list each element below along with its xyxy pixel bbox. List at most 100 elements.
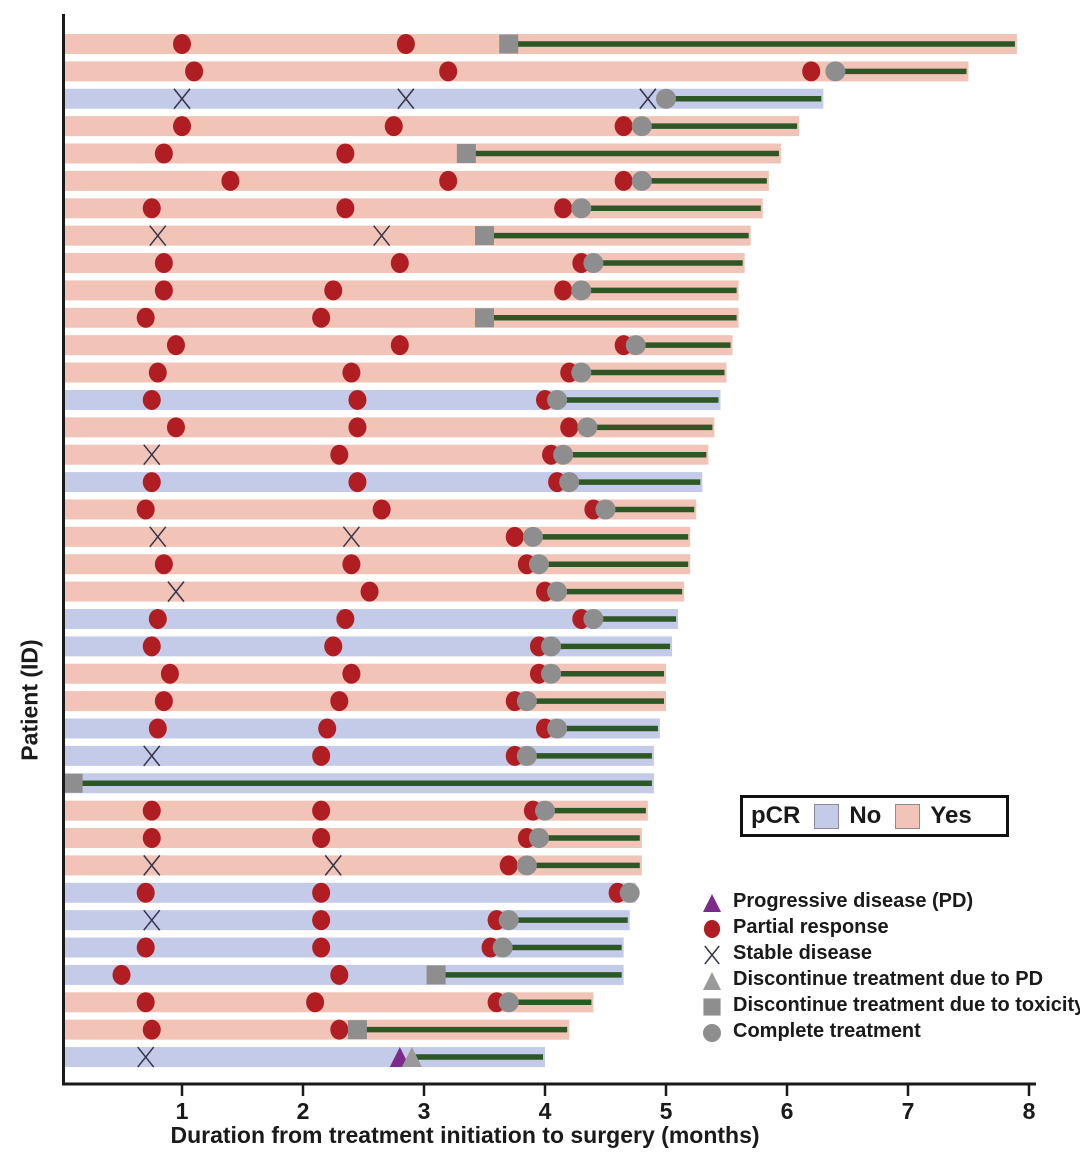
patient-bar xyxy=(65,362,727,383)
complete-treatment-marker xyxy=(516,855,537,876)
partial-response-marker xyxy=(348,389,367,410)
complete-treatment-icon xyxy=(703,1023,721,1042)
partial-response-marker xyxy=(390,335,409,356)
complete-treatment-marker xyxy=(571,198,592,219)
legend-item-complete-treatment: Complete treatment xyxy=(700,1020,1080,1042)
complete-treatment-marker xyxy=(541,636,562,657)
patient-bar xyxy=(65,225,751,246)
complete-treatment-marker xyxy=(522,526,543,547)
partial-response-marker xyxy=(142,389,161,410)
x-tick-label: 2 xyxy=(297,1098,310,1124)
partial-response-marker xyxy=(166,417,185,438)
patient-bar xyxy=(65,143,781,164)
partial-response-marker xyxy=(185,61,204,82)
partial-response-marker xyxy=(336,608,355,629)
patient-bar xyxy=(65,882,636,903)
patient-row xyxy=(65,389,721,410)
partial-response-marker xyxy=(330,964,349,985)
partial-response-marker xyxy=(342,663,361,684)
discontinue-toxicity-marker xyxy=(475,226,494,246)
stable-disease-x-marker xyxy=(143,854,161,876)
patient-row xyxy=(65,526,691,548)
patient-row xyxy=(65,909,630,931)
complete-treatment-marker xyxy=(619,882,640,903)
legend-item-label: Partial response xyxy=(733,916,889,938)
patient-bar xyxy=(65,663,666,684)
complete-treatment-marker xyxy=(541,663,562,684)
stable-disease-icon xyxy=(704,945,720,964)
partial-response-marker xyxy=(312,800,331,821)
discontinue-pd-marker xyxy=(703,971,721,990)
patient-bar xyxy=(65,745,654,766)
patient-bar xyxy=(65,417,715,438)
patient-bar xyxy=(65,116,800,137)
stable-disease-x-marker xyxy=(143,444,161,466)
patient-row xyxy=(65,718,660,739)
complete-treatment-marker xyxy=(498,992,519,1013)
partial-response-marker xyxy=(154,554,173,575)
patient-row xyxy=(65,854,642,876)
partial-response-marker xyxy=(554,280,573,301)
pcr-legend-item-no: No xyxy=(814,802,881,830)
partial-response-marker xyxy=(142,800,161,821)
complete-treatment-marker xyxy=(625,335,646,356)
discontinue-toxicity-marker xyxy=(499,34,519,54)
x-tick-label: 8 xyxy=(1023,1098,1036,1124)
x-tick-label: 7 xyxy=(902,1098,915,1124)
partial-response-marker xyxy=(348,417,367,438)
complete-treatment-marker xyxy=(595,499,616,520)
legend-item-partial-response: Partial response xyxy=(700,916,1080,938)
patient-bar xyxy=(65,307,739,328)
complete-treatment-marker xyxy=(577,417,598,438)
patient-bar xyxy=(65,61,969,82)
partial-response-marker xyxy=(312,910,331,931)
partial-response-marker xyxy=(384,116,403,137)
progressive-disease-icon xyxy=(703,893,721,912)
partial-response-marker xyxy=(312,745,331,766)
partial-response-marker xyxy=(142,1019,161,1040)
partial-response-marker xyxy=(154,280,173,301)
discontinue-toxicity-marker xyxy=(456,144,476,164)
x-tick-label: 4 xyxy=(539,1098,552,1124)
legend-item-label: Complete treatment xyxy=(733,1020,921,1042)
partial-response-marker xyxy=(148,718,167,739)
x-tick-label: 3 xyxy=(418,1098,431,1124)
partial-response-marker xyxy=(342,554,361,575)
partial-response-marker xyxy=(142,636,161,657)
partial-response-marker xyxy=(802,61,821,82)
pcr-no-swatch xyxy=(814,803,840,829)
complete-treatment-marker xyxy=(492,937,513,958)
partial-response-marker xyxy=(154,143,173,164)
partial-response-marker xyxy=(318,718,337,739)
complete-treatment-marker xyxy=(583,608,604,629)
patient-row xyxy=(65,362,727,383)
pcr-legend-item-yes: Yes xyxy=(895,802,972,830)
partial-response-marker xyxy=(142,828,161,849)
patient-row xyxy=(65,964,624,985)
patient-row xyxy=(63,773,654,794)
partial-response-marker xyxy=(396,34,415,54)
patient-row xyxy=(65,280,739,301)
stable-disease-x-marker xyxy=(324,854,342,876)
complete-treatment-marker xyxy=(553,444,574,465)
partial-response-marker xyxy=(136,882,155,903)
patient-row xyxy=(65,1046,545,1068)
complete-treatment-marker xyxy=(571,280,592,301)
legend-item-discontinue-toxicity: Discontinue treatment due to toxicity xyxy=(700,994,1080,1016)
stable-disease-x-marker xyxy=(143,745,161,767)
partial-response-marker xyxy=(439,170,458,191)
partial-response-marker xyxy=(148,362,167,383)
partial-response-marker xyxy=(312,828,331,849)
legend-item-progressive-disease: Progressive disease (PD) xyxy=(700,890,1080,912)
patient-row xyxy=(65,170,769,191)
discontinue-toxicity-marker xyxy=(703,997,721,1016)
partial-response-marker xyxy=(330,691,349,712)
partial-response-marker xyxy=(703,919,721,938)
partial-response-marker xyxy=(166,335,185,356)
legend-item-label: Stable disease xyxy=(733,942,872,964)
patient-bar xyxy=(65,800,648,821)
patient-row xyxy=(65,800,648,821)
partial-response-marker xyxy=(312,307,331,328)
partial-response-marker xyxy=(560,417,579,438)
x-tick-label: 5 xyxy=(660,1098,673,1124)
